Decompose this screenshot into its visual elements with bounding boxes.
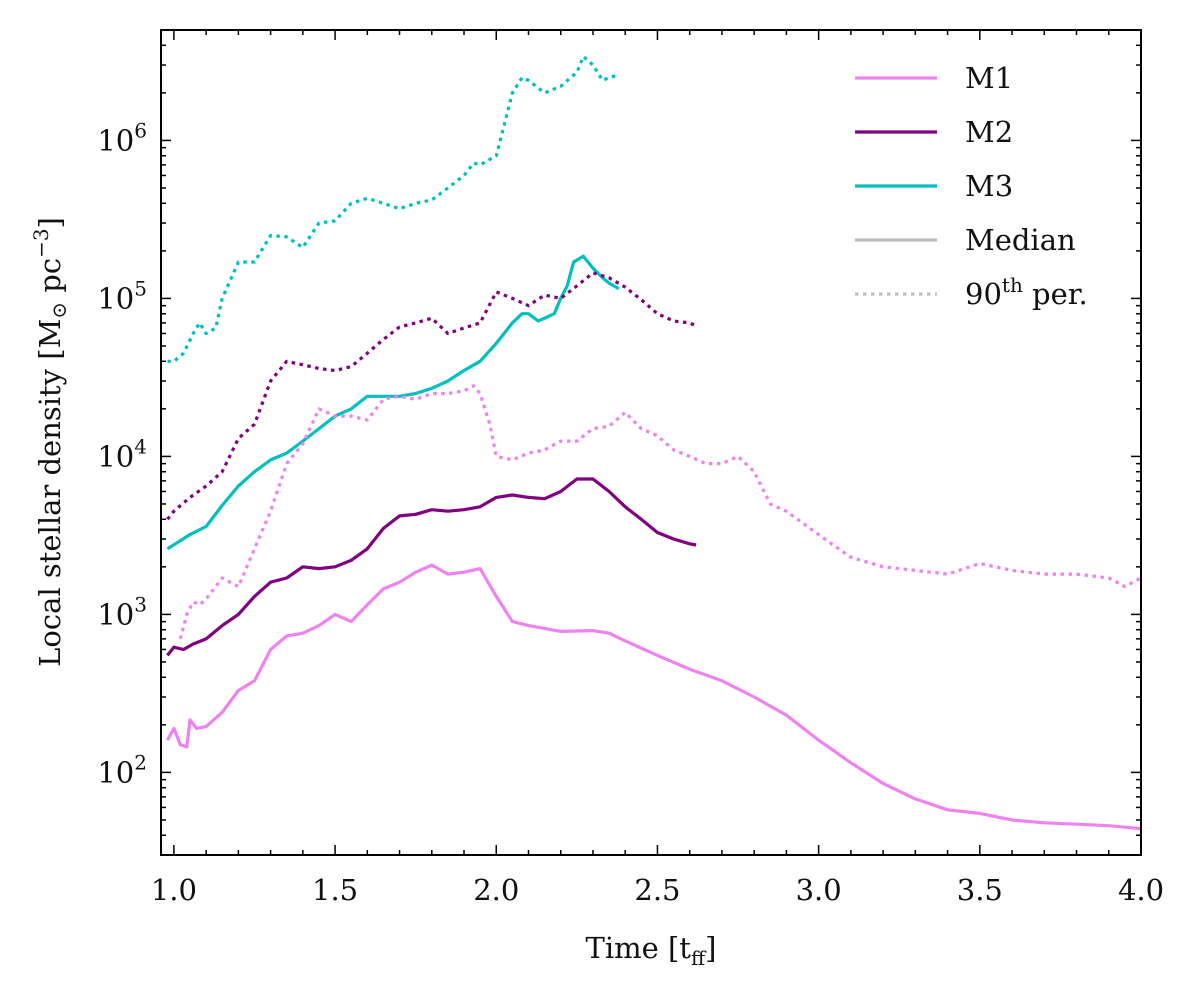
y-axis-title-exponent: −3 [29, 228, 53, 257]
y-tick-label: 104 [97, 434, 147, 473]
y-axis-title: Local stellar density [M⊙ pc−3] [29, 217, 71, 667]
x-axis-title: Time [tff] [585, 931, 716, 970]
x-tick-label: 2.0 [473, 873, 519, 907]
series-layer [166, 54, 1142, 831]
labels-layer: 1.0 1.5 2.0 2.5 3.0 3.5 4.0 102 103 104 105 106 [97, 118, 1164, 907]
series-line-m2-p90 [166, 271, 697, 521]
x-tick-label: 2.5 [634, 873, 680, 907]
x-tick-label: 3.0 [796, 873, 842, 907]
ticks-layer [161, 29, 1142, 856]
legend-label: M3 [965, 169, 1013, 203]
y-tick-label: 102 [97, 750, 147, 789]
x-tick-label: 1.0 [151, 873, 197, 907]
series-line-m2-median [166, 477, 697, 657]
legend-label: M1 [965, 61, 1013, 95]
y-tick-label: 103 [97, 592, 147, 631]
y-tick-label: 106 [97, 118, 147, 157]
x-axis-title-subscript: ff [691, 946, 707, 970]
series-line-m3-p90 [167, 54, 620, 363]
series-line-m1-median [166, 563, 1142, 831]
legend-label: 90th per. [965, 273, 1088, 311]
legend-label: Median [965, 223, 1076, 257]
x-tick-label: 1.5 [312, 873, 358, 907]
plot-frame [160, 29, 1142, 856]
y-axis-title-sun-symbol: ⊙ [47, 302, 71, 319]
x-tick-label: 3.5 [957, 873, 1003, 907]
x-tick-label: 4.0 [1118, 873, 1164, 907]
y-tick-label: 105 [97, 276, 147, 315]
series-line-m3-median [166, 254, 620, 551]
legend-label: M2 [965, 115, 1013, 149]
legend: M1 M2 M3 Median 90th per. [855, 61, 1088, 311]
series-line-m1-p90 [178, 384, 1142, 640]
